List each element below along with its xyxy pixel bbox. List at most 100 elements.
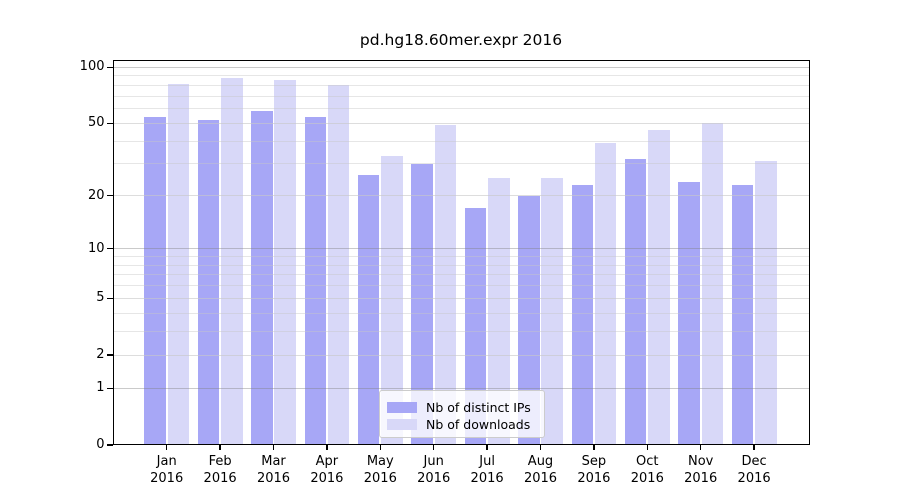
x-tick-label-line: 2016 <box>684 470 718 486</box>
x-tick-label-line: Mar <box>261 453 286 469</box>
y-tick-label-50: 50 <box>87 115 105 131</box>
y-tick-label-20: 20 <box>87 187 105 203</box>
x-tick-label-aug: Aug 2016 <box>514 453 568 487</box>
legend-swatch-downloads <box>387 419 417 430</box>
gridline-minor <box>112 274 810 276</box>
x-tick-label-line: Aug <box>527 453 554 469</box>
legend-label-distinct-ips: Nb of distinct IPs <box>426 400 531 415</box>
x-tick-label-line: Jan <box>156 453 177 469</box>
chart-title: pd.hg18.60mer.expr 2016 <box>359 31 563 49</box>
gridline-minor <box>112 163 810 165</box>
y-tick-label-1: 1 <box>96 380 105 396</box>
x-tick-label-line: 2016 <box>470 470 504 486</box>
bar-jul-ips <box>464 208 487 445</box>
bar-aug-ips <box>518 195 540 445</box>
gridline-minor <box>112 95 810 97</box>
x-tick-mark-aug <box>539 445 542 450</box>
x-tick-label-mar: Mar 2016 <box>247 453 301 487</box>
gridline-10 <box>112 248 810 250</box>
x-tick-mark-jan <box>166 445 168 450</box>
gridline-minor <box>112 285 810 287</box>
bar-oct-downloads <box>648 129 670 445</box>
x-tick-label-line: 2016 <box>417 470 451 486</box>
x-tick-label-line: Nov <box>688 453 714 469</box>
x-tick-label-line: Apr <box>315 453 339 469</box>
bar-feb-downloads <box>221 77 243 445</box>
legend-item-distinct-ips: Nb of distinct IPs <box>380 399 544 416</box>
gridline-minor <box>112 256 810 258</box>
x-tick-label-line: Jul <box>479 453 495 469</box>
y-tick-label-10: 10 <box>87 240 105 256</box>
y-tick-mark-50 <box>106 122 113 124</box>
legend-swatch-distinct-ips <box>387 402 417 413</box>
y-tick-label-100: 100 <box>79 59 105 75</box>
x-tick-label-jan: Jan 2016 <box>140 453 194 487</box>
x-tick-mark-sep <box>593 445 595 450</box>
x-tick-label-line: Dec <box>741 453 767 469</box>
x-tick-mark-may <box>379 445 381 450</box>
x-tick-label-line: 2016 <box>203 470 237 486</box>
gridline-minor <box>112 108 810 109</box>
y-tick-mark-100 <box>106 66 113 68</box>
x-tick-mark-nov <box>700 445 702 450</box>
x-tick-label-jun: Jun 2016 <box>407 453 461 487</box>
gridline-20 <box>112 195 810 197</box>
x-tick-label-line: 2016 <box>150 470 184 486</box>
x-tick-mark-dec <box>753 445 755 450</box>
bar-dec-downloads <box>755 161 777 445</box>
x-tick-label-feb: Feb 2016 <box>193 453 247 487</box>
x-tick-label-line: Feb <box>208 453 232 469</box>
x-tick-mark-feb <box>219 445 221 450</box>
x-tick-mark-apr <box>326 445 328 450</box>
bar-sep-downloads <box>594 143 617 445</box>
x-tick-label-line: 2016 <box>737 470 771 486</box>
gridline-minor <box>112 264 810 266</box>
x-tick-mark-jun <box>433 445 435 450</box>
y-tick-mark-1 <box>106 387 113 389</box>
gridline-100 <box>112 66 810 68</box>
y-tick-mark-10 <box>106 248 113 250</box>
x-tick-label-oct: Oct 2016 <box>620 453 674 487</box>
bar-jan-ips <box>144 116 166 445</box>
x-tick-label-line: 2016 <box>523 470 558 486</box>
gridline-minor <box>112 84 810 86</box>
x-tick-label-line: May <box>366 453 394 469</box>
bar-nov-downloads <box>701 123 724 445</box>
x-tick-label-dec: Dec 2016 <box>727 453 781 487</box>
y-tick-mark-5 <box>106 297 113 299</box>
x-tick-label-jul: Jul 2016 <box>460 453 514 487</box>
bar-jun-ips <box>411 163 433 445</box>
bar-may-downloads <box>381 156 403 445</box>
bar-oct-ips <box>624 158 647 445</box>
x-tick-mark-oct <box>646 445 648 450</box>
legend: Nb of distinct IPs Nb of downloads <box>379 390 545 438</box>
y-tick-mark-20 <box>106 195 113 197</box>
y-tick-mark-0 <box>106 444 113 446</box>
y-tick-label-2: 2 <box>96 347 105 363</box>
bar-mar-ips <box>251 111 273 445</box>
bar-dec-ips <box>731 184 754 445</box>
gridline-50 <box>112 122 810 124</box>
x-tick-label-may: May 2016 <box>353 453 407 487</box>
x-tick-label-line: 2016 <box>630 470 664 486</box>
bar-jun-downloads <box>434 124 457 445</box>
bar-mar-downloads <box>274 80 296 445</box>
bar-may-ips <box>357 175 380 445</box>
y-tick-label-0: 0 <box>96 437 105 452</box>
legend-item-downloads: Nb of downloads <box>380 416 544 433</box>
bar-feb-ips <box>197 120 220 445</box>
x-tick-label-line: Sep <box>581 453 607 469</box>
x-tick-mark-jul <box>486 445 488 450</box>
plot-area <box>112 60 810 445</box>
gridline-minor <box>112 75 810 77</box>
x-tick-label-line: Oct <box>636 453 659 469</box>
gridline-5 <box>112 297 810 299</box>
bar-jul-downloads <box>488 178 510 445</box>
x-tick-mark-mar <box>272 445 275 450</box>
y-tick-mark-2 <box>106 354 113 356</box>
x-tick-label-line: 2016 <box>310 470 344 486</box>
bar-sep-ips <box>571 184 593 445</box>
x-tick-label-line: Jun <box>423 453 444 469</box>
x-tick-label-line: 2016 <box>363 470 397 486</box>
